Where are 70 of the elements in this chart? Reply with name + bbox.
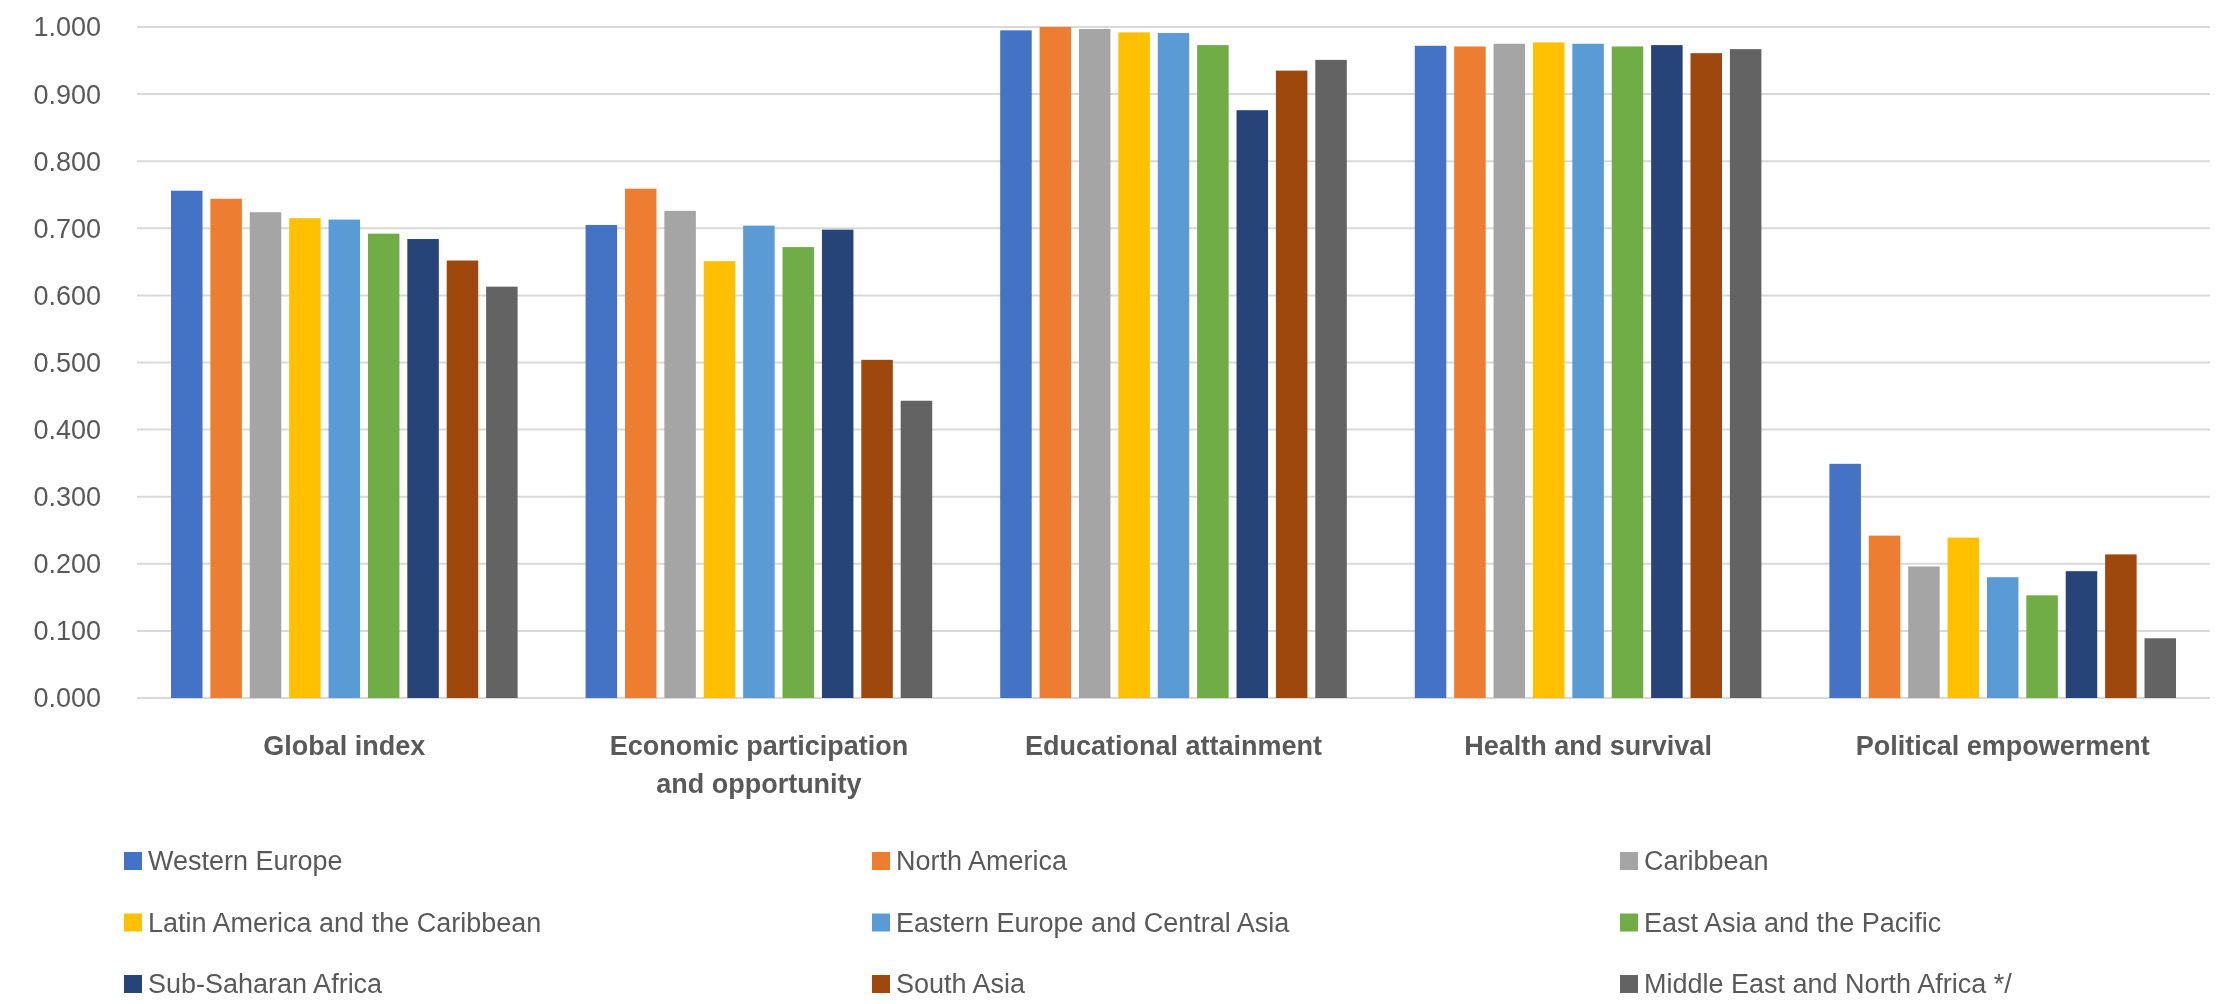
y-tick-label: 0.900 xyxy=(33,79,101,110)
y-tick-label: 0.500 xyxy=(33,347,101,378)
bar xyxy=(1118,32,1150,698)
x-tick-label: Health and survival xyxy=(1464,731,1712,761)
bar xyxy=(407,239,439,698)
y-tick-label: 0.600 xyxy=(33,280,101,311)
bar xyxy=(1611,46,1644,698)
bar xyxy=(289,218,321,698)
bar xyxy=(1986,577,2019,698)
bar xyxy=(1690,53,1723,698)
y-tick-label: 0.800 xyxy=(33,146,101,177)
legend-label: Caribbean xyxy=(1644,846,1769,877)
bar xyxy=(703,261,736,698)
y-tick-label: 0.100 xyxy=(33,616,101,647)
x-tick-label: Economic participation and opportunity xyxy=(609,731,909,799)
bar xyxy=(171,190,203,698)
legend-label: Western Europe xyxy=(148,846,343,877)
x-tick-label: Political empowerment xyxy=(1855,731,2150,761)
y-tick-label: 0.700 xyxy=(33,213,101,244)
bar xyxy=(1947,537,1980,698)
bar xyxy=(861,359,893,698)
bar xyxy=(1493,43,1526,698)
bar xyxy=(328,219,361,698)
legend-label: Sub-Saharan Africa xyxy=(148,969,384,1000)
bar xyxy=(1908,566,1940,698)
legend-label: South Asia xyxy=(896,969,1027,1000)
bar xyxy=(2105,554,2137,698)
bar xyxy=(1572,43,1604,698)
bar xyxy=(821,229,854,698)
y-tick-label: 0.300 xyxy=(33,482,101,513)
bar xyxy=(1315,59,1347,698)
bar xyxy=(2144,638,2176,698)
bar xyxy=(1868,535,1901,698)
bar xyxy=(446,260,479,698)
bar xyxy=(1275,70,1308,698)
legend-label: East Asia and the Pacific xyxy=(1644,907,1942,938)
bar xyxy=(1078,29,1111,698)
bar xyxy=(782,247,815,698)
y-tick-label: 0.000 xyxy=(33,683,101,714)
y-tick-label: 1.000 xyxy=(33,12,101,43)
bar xyxy=(1039,27,1072,698)
bar xyxy=(2065,571,2098,698)
x-tick-label: Educational attainment xyxy=(1024,731,1323,761)
bar xyxy=(1454,46,1486,698)
bar xyxy=(249,212,282,698)
bar xyxy=(900,400,933,698)
bar xyxy=(1414,45,1447,698)
bar xyxy=(664,210,696,698)
bar xyxy=(486,286,518,698)
legend-label: Eastern Europe and Central Asia xyxy=(896,907,1291,938)
bar xyxy=(2026,595,2058,698)
x-tick-label: Global index xyxy=(263,731,426,761)
bar xyxy=(1157,33,1190,698)
bar xyxy=(743,225,775,698)
bar xyxy=(1000,30,1032,698)
bar xyxy=(367,233,400,698)
bar xyxy=(1236,110,1269,698)
bar xyxy=(210,198,242,698)
legend-label: Middle East and North Africa */ xyxy=(1644,969,2013,1000)
bar xyxy=(1829,463,1861,698)
y-tick-label: 0.200 xyxy=(33,549,101,580)
bar xyxy=(1532,42,1565,698)
bar xyxy=(624,188,657,698)
bar xyxy=(1197,45,1229,698)
y-tick-label: 0.400 xyxy=(33,415,101,446)
legend-label: Latin America and the Caribbean xyxy=(148,907,542,938)
legend-label: North America xyxy=(896,846,1069,877)
bar xyxy=(585,224,618,698)
bar xyxy=(1651,45,1683,698)
bar xyxy=(1729,49,1762,698)
